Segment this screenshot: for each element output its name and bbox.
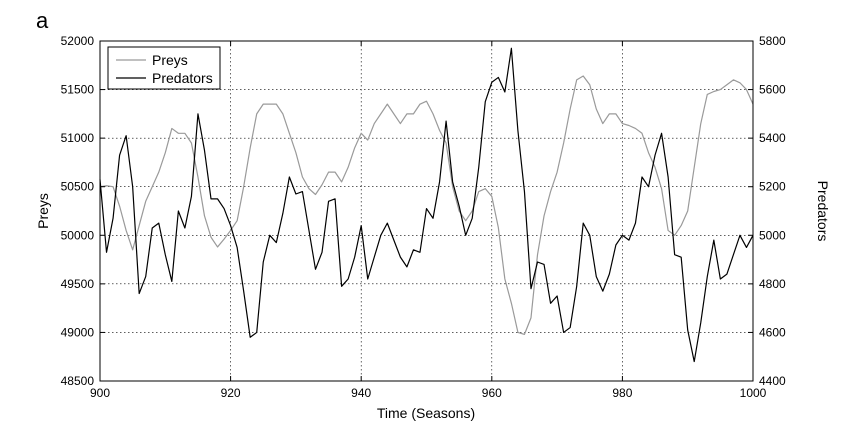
- x-tick-label: 980: [612, 386, 632, 400]
- left-y-tick-label: 50000: [61, 228, 95, 242]
- legend-label-preys: Preys: [152, 52, 188, 68]
- right-y-tick-label: 5600: [759, 83, 786, 97]
- panel-letter: a: [36, 8, 49, 33]
- series-line-predators: [99, 47, 754, 363]
- series-line-preys: [99, 75, 754, 335]
- right-y-tick-label: 4800: [759, 277, 786, 291]
- right-y-tick-label: 4400: [759, 374, 786, 388]
- left-y-tick-label: 50500: [61, 180, 95, 194]
- right-y-tick-label: 5000: [759, 228, 786, 242]
- left-y-axis-label: Preys: [35, 193, 51, 229]
- left-y-tick-label: 51000: [61, 131, 95, 145]
- left-y-tick-label: 51500: [61, 83, 95, 97]
- left-y-tick-label: 49000: [61, 325, 95, 339]
- x-tick-label: 920: [221, 386, 241, 400]
- x-tick-label: 900: [90, 386, 110, 400]
- x-axis-label: Time (Seasons): [377, 405, 475, 421]
- legend-box: [107, 46, 221, 90]
- right-y-tick-label: 5200: [759, 180, 786, 194]
- x-tick-label: 960: [482, 386, 502, 400]
- x-tick-label: 1000: [740, 386, 767, 400]
- right-y-axis-label: Predators: [815, 181, 831, 242]
- left-y-tick-label: 48500: [61, 374, 95, 388]
- right-y-tick-label: 5800: [759, 34, 786, 48]
- plot-frame: [99, 40, 754, 382]
- tick-layer: 900 920 940 960 980 1000 48500 49000 49500 50000 5…: [61, 34, 786, 400]
- left-y-tick-label: 49500: [61, 277, 95, 291]
- legend: Preys Predators: [107, 46, 221, 90]
- x-tick-label: 940: [351, 386, 371, 400]
- right-y-tick-label: 4600: [759, 325, 786, 339]
- series-layer: [99, 47, 754, 363]
- right-y-tick-label: 5400: [759, 131, 786, 145]
- left-y-tick-label: 52000: [61, 34, 95, 48]
- legend-label-predators: Predators: [152, 70, 213, 86]
